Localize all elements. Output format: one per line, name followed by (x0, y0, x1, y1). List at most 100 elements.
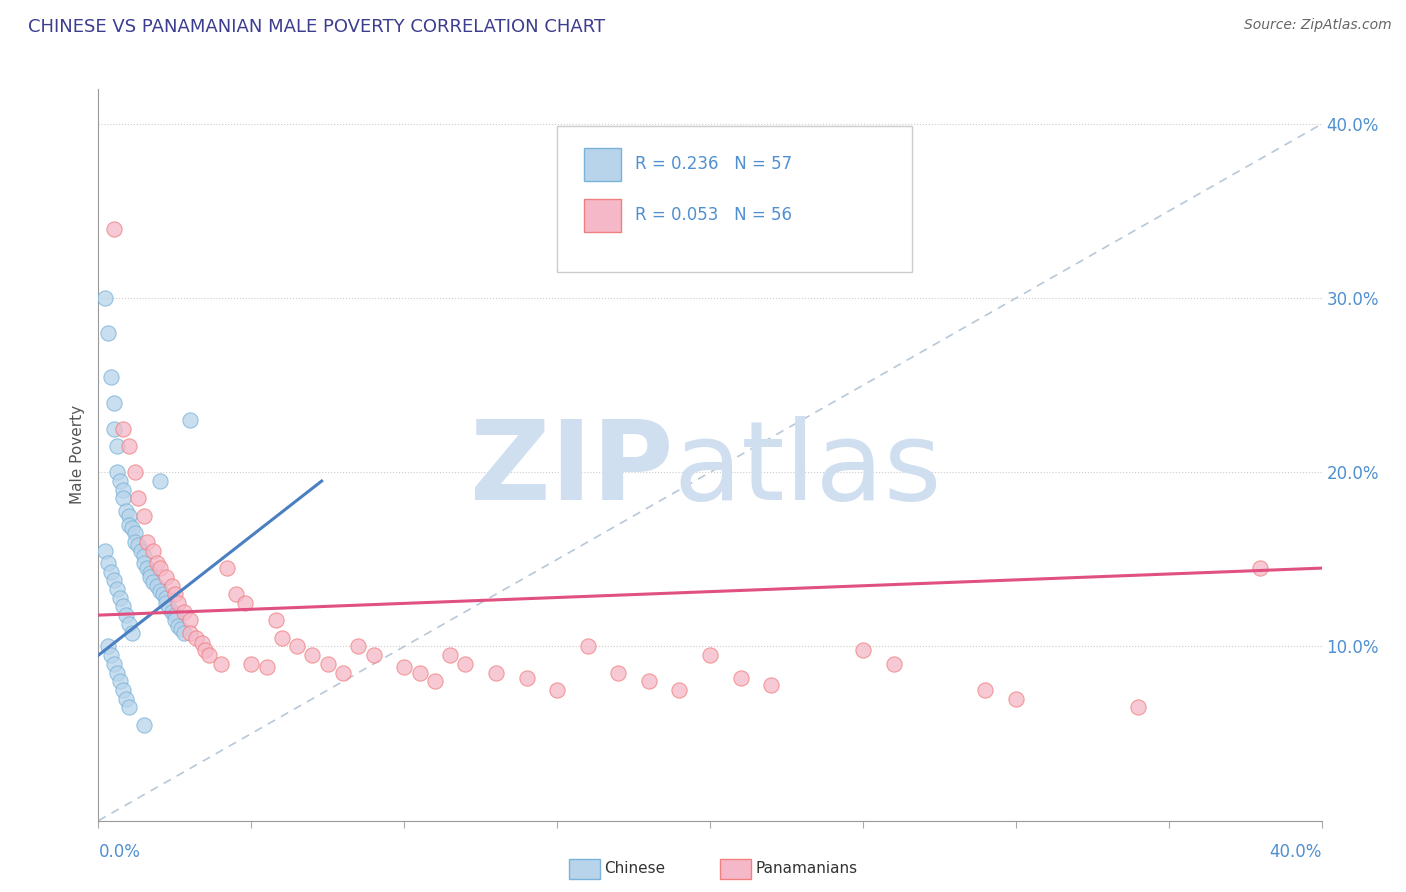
Point (97, 326, 120, 340)
Point (134, 508, 156, 523)
Point (392, 660, 416, 674)
Point (1128, 700, 1150, 714)
Point (121, 625, 143, 640)
Point (256, 660, 278, 674)
Point (194, 643, 217, 657)
Point (240, 657, 263, 671)
Point (883, 657, 905, 671)
Point (152, 587, 174, 601)
Point (149, 474, 172, 488)
Point (576, 640, 599, 654)
Point (105, 665, 128, 680)
Point (97, 640, 120, 654)
Point (118, 517, 141, 532)
Point (118, 700, 141, 714)
Point (155, 591, 177, 605)
Point (852, 643, 875, 657)
Point (155, 570, 177, 584)
Point (103, 422, 125, 436)
Point (100, 648, 122, 663)
Point (209, 657, 232, 671)
Point (100, 369, 122, 384)
Point (111, 483, 134, 497)
Point (100, 565, 122, 579)
Bar (583, 148, 620, 180)
Point (124, 526, 146, 541)
Point (637, 674, 661, 689)
Point (759, 678, 782, 692)
Point (163, 608, 186, 623)
Point (105, 466, 128, 480)
Point (105, 582, 128, 596)
Point (485, 665, 508, 680)
Point (103, 574, 125, 588)
Point (179, 625, 201, 640)
Point (157, 601, 180, 615)
Point (134, 556, 156, 570)
Point (97, 556, 120, 570)
Point (93, 291, 115, 305)
Point (103, 657, 125, 671)
Point (167, 618, 190, 632)
Point (270, 631, 292, 645)
Point (363, 648, 385, 663)
Point (347, 640, 370, 654)
Point (668, 683, 690, 698)
Point (134, 718, 156, 732)
Point (301, 648, 323, 663)
Point (139, 566, 162, 581)
Point (129, 543, 152, 558)
Point (111, 683, 134, 698)
Point (264, 613, 287, 627)
Point (136, 535, 159, 549)
Point (118, 508, 141, 523)
Y-axis label: Male Poverty: Male Poverty (70, 405, 86, 505)
Point (134, 549, 156, 563)
Point (121, 521, 143, 535)
FancyBboxPatch shape (557, 126, 912, 272)
Point (93, 543, 115, 558)
Text: 0.0%: 0.0% (98, 843, 141, 861)
Point (155, 596, 177, 610)
Text: R = 0.236   N = 57: R = 0.236 N = 57 (636, 155, 793, 173)
Point (173, 605, 195, 619)
Point (179, 413, 201, 427)
Point (439, 648, 461, 663)
Bar (583, 199, 620, 232)
Point (546, 683, 568, 698)
Point (179, 613, 201, 627)
Text: atlas: atlas (673, 416, 942, 523)
Point (139, 570, 162, 584)
Text: Source: ZipAtlas.com: Source: ZipAtlas.com (1244, 18, 1392, 32)
Point (124, 535, 146, 549)
Point (170, 622, 193, 636)
Point (215, 561, 238, 575)
Point (108, 674, 131, 689)
Point (163, 587, 186, 601)
Point (108, 474, 131, 488)
Point (118, 439, 141, 453)
Point (454, 657, 477, 671)
Point (1249, 561, 1271, 575)
Point (699, 648, 721, 663)
Point (115, 503, 138, 517)
Point (111, 599, 134, 614)
Point (423, 674, 446, 689)
Point (118, 616, 141, 631)
Point (127, 539, 149, 553)
Point (316, 657, 339, 671)
Point (186, 631, 208, 645)
Point (173, 625, 195, 640)
Point (108, 591, 131, 605)
Point (145, 578, 167, 592)
Point (103, 221, 125, 235)
Point (233, 596, 256, 610)
Point (167, 596, 190, 610)
Point (285, 640, 308, 654)
Point (191, 636, 214, 650)
Point (142, 575, 165, 590)
Point (225, 587, 247, 601)
Point (111, 422, 134, 436)
Point (145, 556, 167, 570)
Point (408, 665, 430, 680)
